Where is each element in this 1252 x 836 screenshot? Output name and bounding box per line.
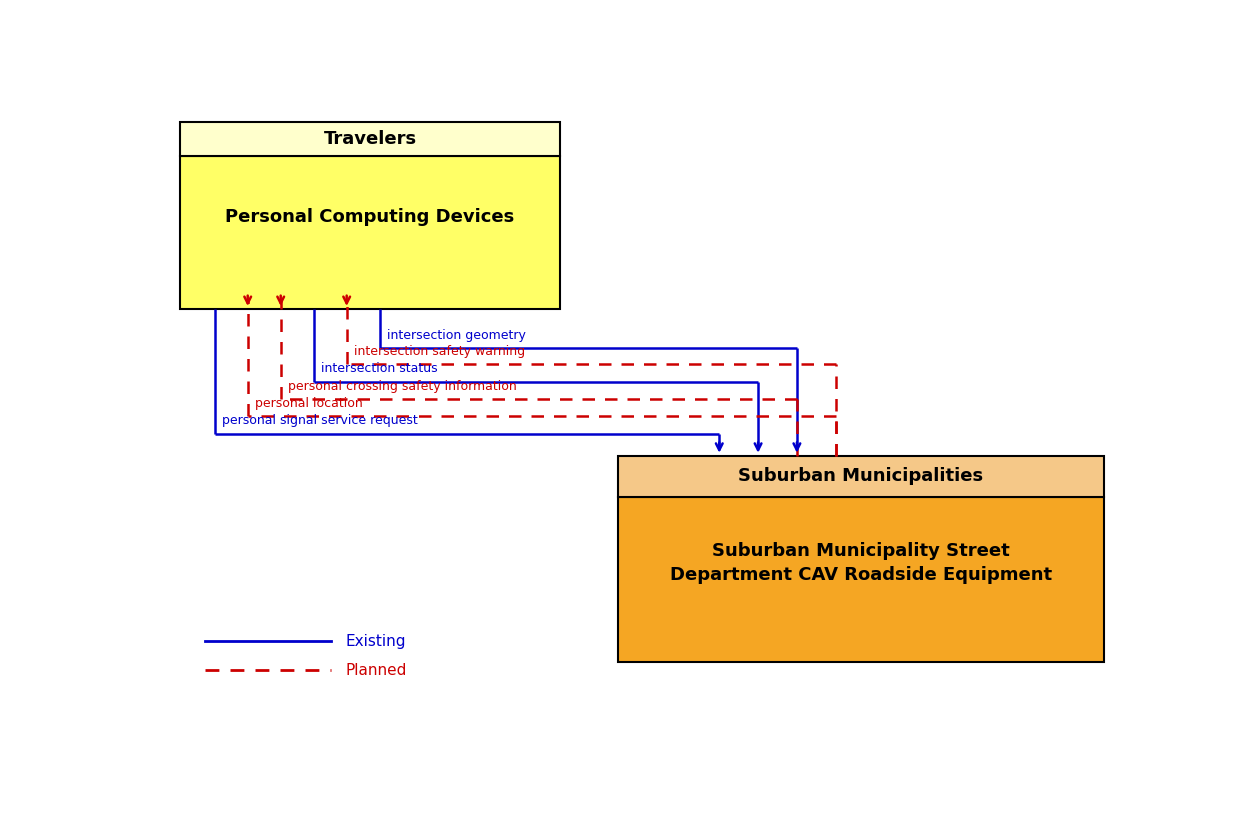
Bar xyxy=(180,155,560,308)
Text: Travelers: Travelers xyxy=(323,130,417,148)
Bar xyxy=(618,456,1103,497)
Bar xyxy=(180,122,560,155)
Text: Suburban Municipality Street
Department CAV Roadside Equipment: Suburban Municipality Street Department … xyxy=(670,542,1052,584)
Text: Suburban Municipalities: Suburban Municipalities xyxy=(739,467,984,485)
Bar xyxy=(618,497,1103,661)
Text: Personal Computing Devices: Personal Computing Devices xyxy=(225,208,515,226)
Text: intersection status: intersection status xyxy=(322,362,438,375)
Text: Existing: Existing xyxy=(346,634,406,649)
Text: personal signal service request: personal signal service request xyxy=(223,415,418,427)
Text: Planned: Planned xyxy=(346,662,407,677)
Text: personal crossing safety information: personal crossing safety information xyxy=(288,380,517,393)
Text: intersection safety warning: intersection safety warning xyxy=(354,344,526,358)
Text: intersection geometry: intersection geometry xyxy=(387,329,526,342)
Text: personal location: personal location xyxy=(255,397,363,410)
